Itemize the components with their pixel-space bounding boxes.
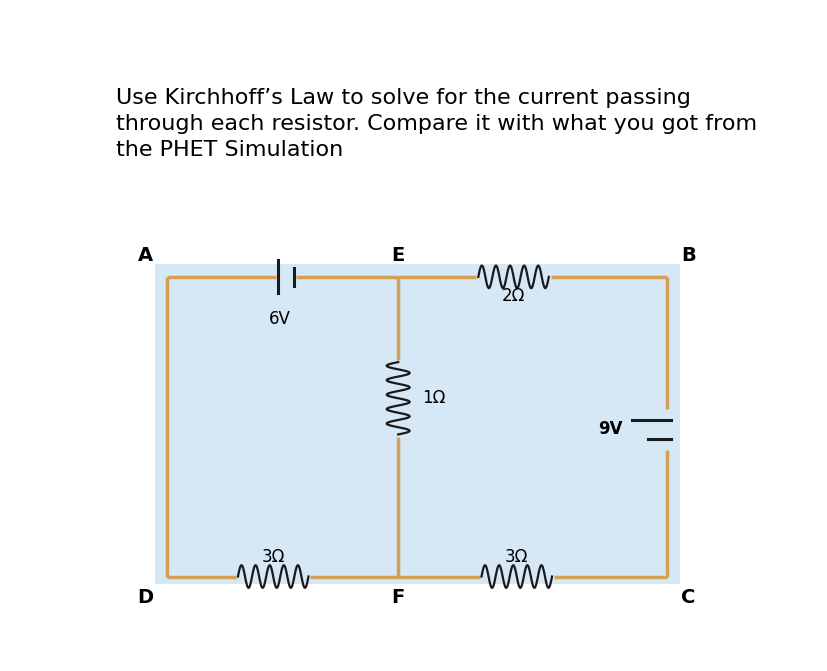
Text: 3Ω: 3Ω <box>505 548 528 566</box>
Bar <box>155 264 681 584</box>
Text: A: A <box>138 246 153 266</box>
Text: 6V: 6V <box>269 311 290 328</box>
Text: F: F <box>391 588 405 607</box>
Text: 3Ω: 3Ω <box>261 548 285 566</box>
Text: through each resistor. Compare it with what you got from: through each resistor. Compare it with w… <box>116 114 758 134</box>
Text: 9V: 9V <box>598 420 623 438</box>
Text: the PHET Simulation: the PHET Simulation <box>116 140 343 160</box>
Text: 1Ω: 1Ω <box>423 389 446 407</box>
Text: E: E <box>391 246 405 266</box>
Text: C: C <box>681 588 696 607</box>
Text: Use Kirchhoff’s Law to solve for the current passing: Use Kirchhoff’s Law to solve for the cur… <box>116 89 691 108</box>
Text: 2Ω: 2Ω <box>502 287 525 305</box>
Text: B: B <box>681 246 696 266</box>
Text: D: D <box>137 588 153 607</box>
